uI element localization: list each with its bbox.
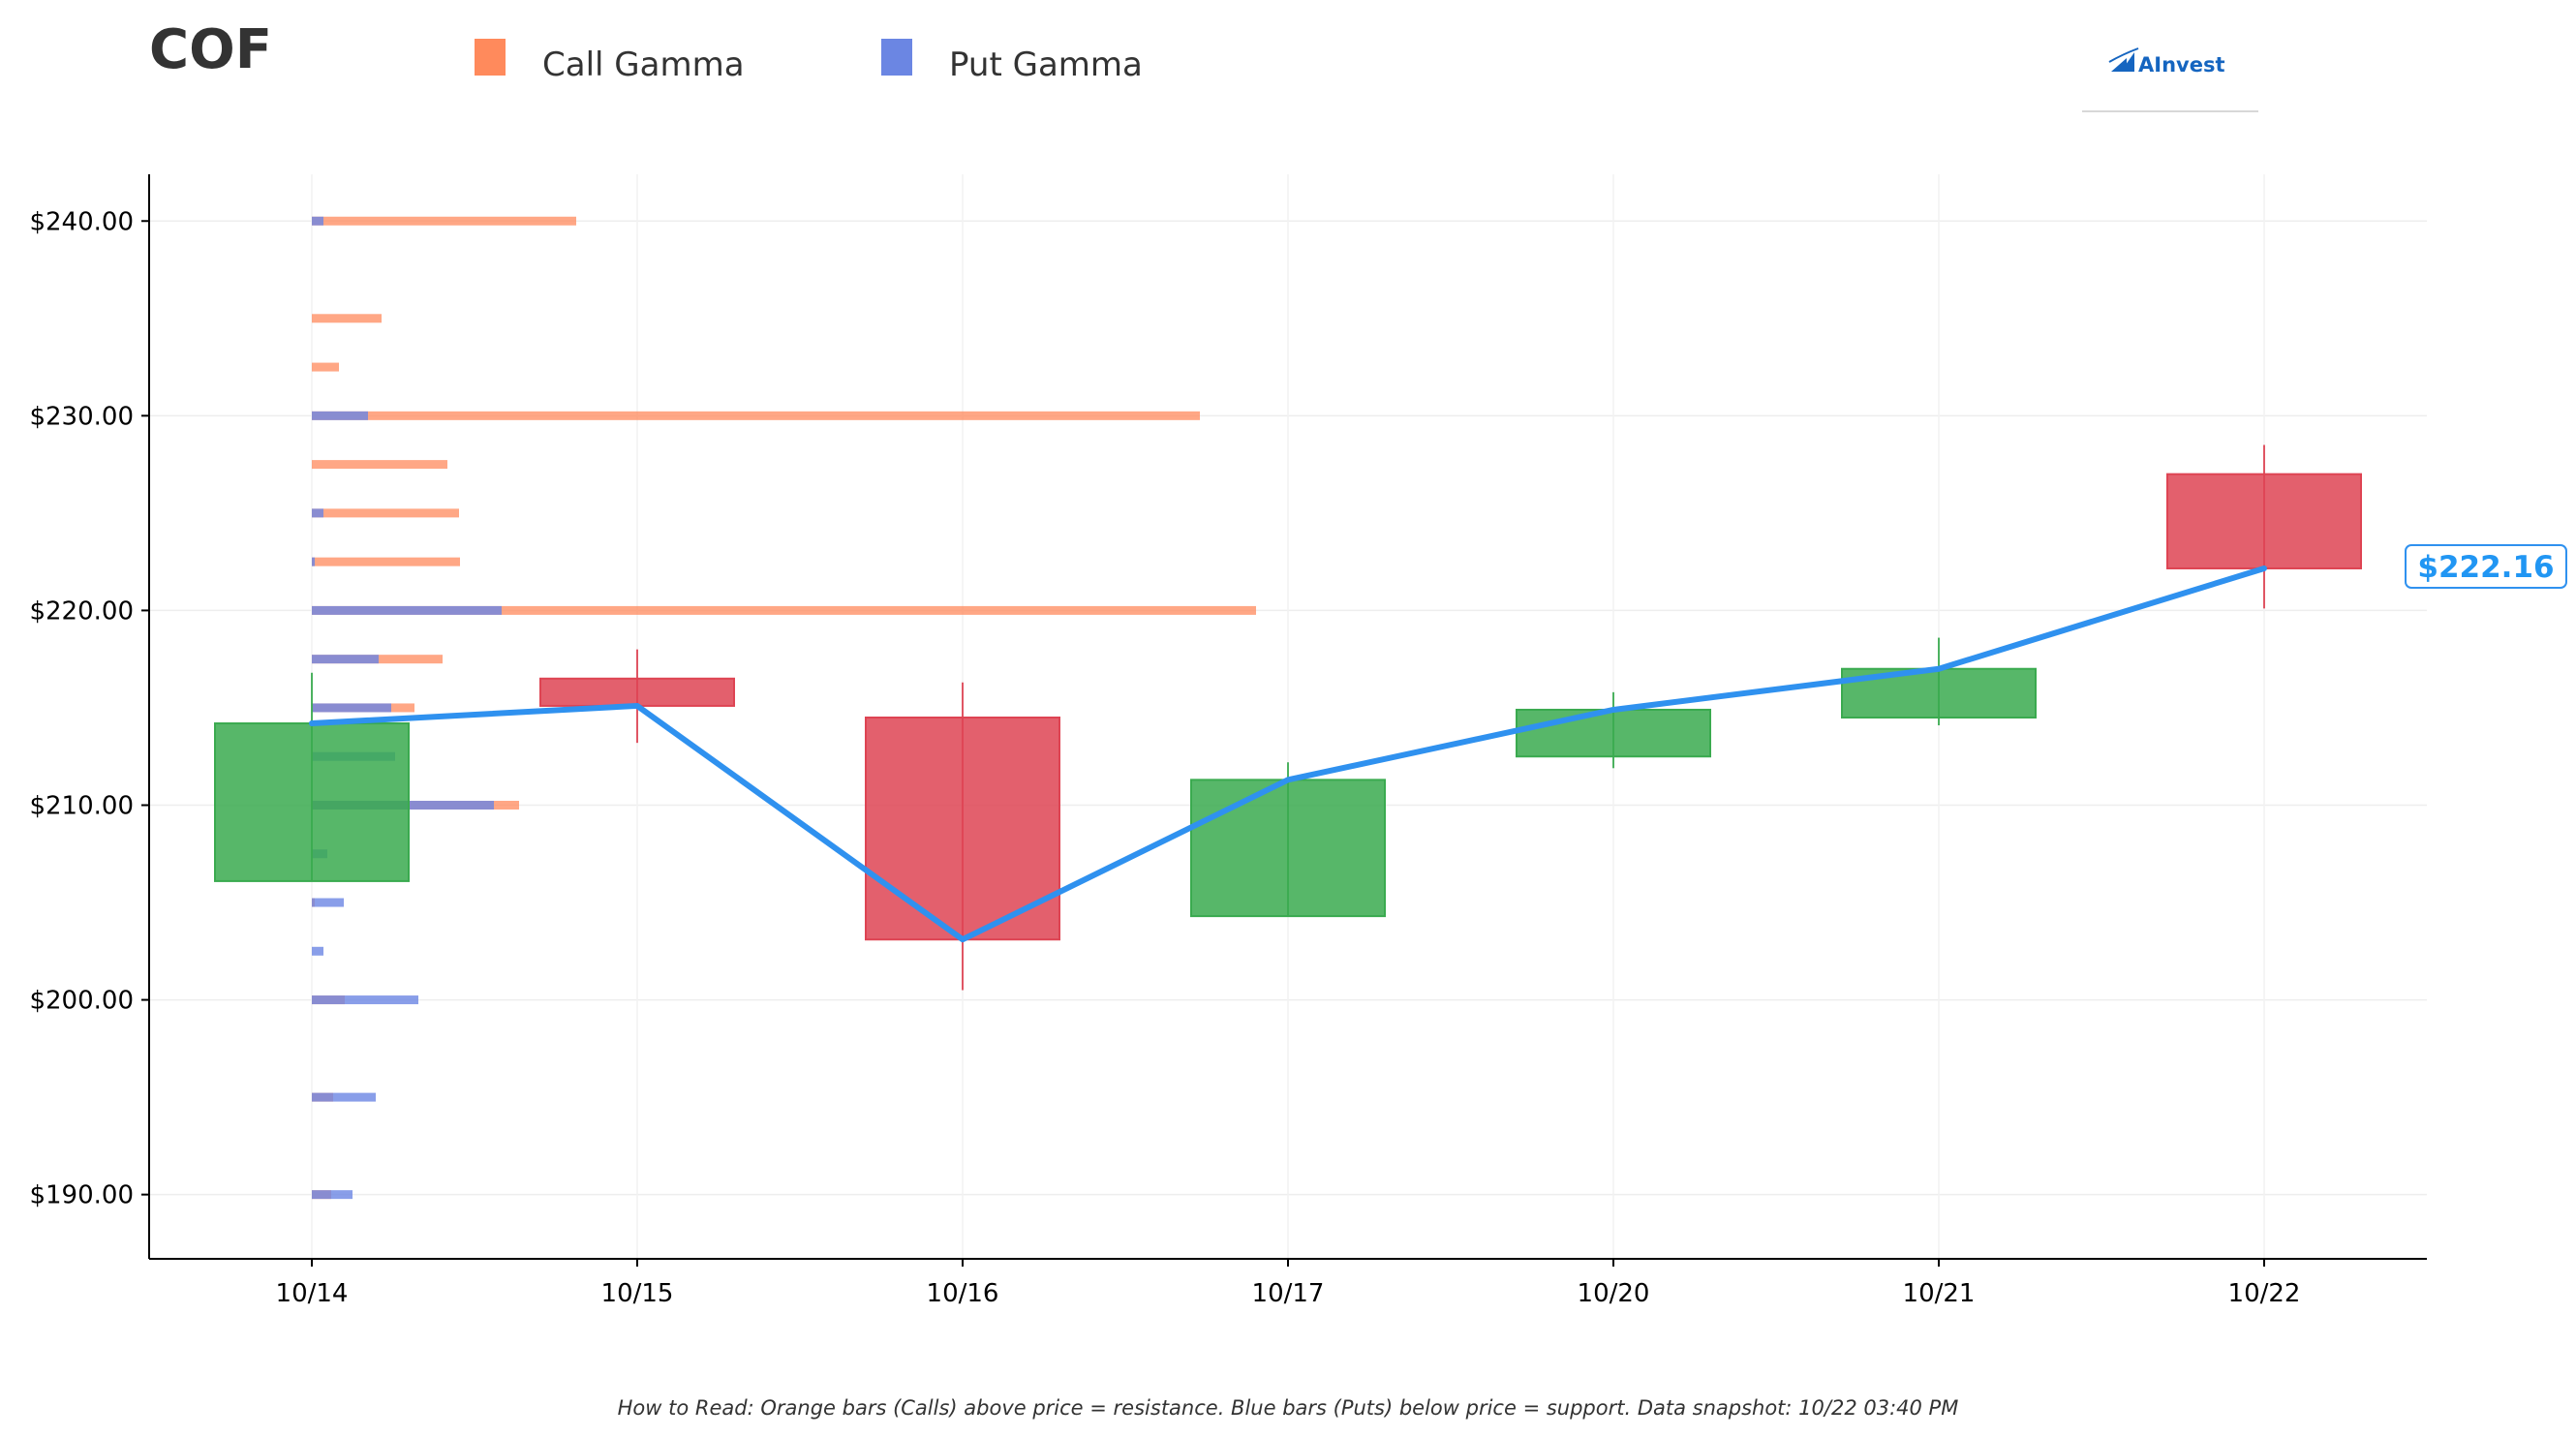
- legend-swatch-call-gamma: [475, 39, 506, 76]
- x-tick-label-1: 10/15: [601, 1279, 674, 1308]
- axes: $190.00 $200.00 $210.00 $220.00 $230.00 $240.…: [29, 174, 2427, 1308]
- put-gamma-bar-3: [312, 946, 323, 956]
- chart-title: COF: [149, 18, 272, 81]
- y-tick-label-3: $220.00: [29, 596, 134, 626]
- last-price-label: $222.16: [2417, 550, 2554, 585]
- x-tick-label-2: 10/16: [927, 1279, 999, 1308]
- legend: Call Gamma Put Gamma: [475, 39, 1143, 84]
- candle-body-4: [1516, 708, 1711, 758]
- candle-body-0: [214, 722, 410, 882]
- legend-label-put-gamma: Put Gamma: [949, 46, 1143, 84]
- last-price-box: [2405, 544, 2567, 589]
- call-gamma-bar-12: [312, 508, 459, 518]
- candle-body-3: [1190, 779, 1386, 918]
- logo-arrow-icon: [2108, 47, 2139, 63]
- call-gamma-bar-14: [312, 411, 1200, 420]
- price-line: [309, 565, 2267, 943]
- call-gamma-bar-17: [312, 216, 576, 226]
- call-gamma-bar-10: [312, 605, 1256, 615]
- price-line-layer: [309, 565, 2267, 943]
- legend-label-call-gamma: Call Gamma: [542, 46, 745, 84]
- call-gamma-bar-16: [312, 314, 382, 323]
- put-gamma-bar-17: [312, 216, 323, 226]
- put-gamma-bar-10: [312, 605, 502, 615]
- candle-body-2: [865, 717, 1060, 941]
- put-gamma-bar-4: [312, 898, 344, 907]
- how-to-read-note: How to Read: Orange bars (Calls) above p…: [618, 1396, 1959, 1420]
- call-gamma-bar-15: [312, 362, 339, 372]
- put-gamma-bar-1: [312, 1092, 376, 1102]
- put-gamma-bar-12: [312, 508, 323, 518]
- x-tick-label-5: 10/21: [1903, 1279, 1976, 1308]
- x-tick-label-6: 10/22: [2228, 1279, 2301, 1308]
- candles: [214, 444, 2362, 991]
- logo-text: AInvest: [2138, 53, 2225, 76]
- gamma-bars: [312, 216, 1256, 1200]
- y-tick-label-1: $200.00: [29, 987, 134, 1016]
- put-gamma-bar-14: [312, 411, 368, 420]
- legend-swatch-put-gamma: [881, 39, 912, 76]
- y-tick-label-0: $190.00: [29, 1181, 134, 1210]
- call-gamma-bar-11: [312, 557, 460, 566]
- put-gamma-bar-2: [312, 995, 418, 1005]
- ainvest-logo: AInvest: [2082, 47, 2258, 112]
- put-gamma-bar-8: [312, 703, 391, 713]
- x-tick-label-4: 10/20: [1578, 1279, 1650, 1308]
- candle-body-1: [539, 677, 735, 707]
- y-tick-label-5: $240.00: [29, 207, 134, 236]
- candle-body-6: [2166, 473, 2362, 569]
- put-gamma-bar-11: [312, 557, 315, 566]
- put-gamma-bar-9: [312, 655, 379, 664]
- x-tick-label-0: 10/14: [276, 1279, 349, 1308]
- x-tick-label-3: 10/17: [1252, 1279, 1325, 1308]
- y-tick-label-2: $210.00: [29, 791, 134, 820]
- put-gamma-bar-0: [312, 1190, 353, 1200]
- logo-chart-icon: [2111, 52, 2134, 72]
- last-price-tag: $222.16: [2405, 544, 2567, 589]
- y-tick-label-4: $230.00: [29, 402, 134, 431]
- call-gamma-bar-13: [312, 460, 447, 470]
